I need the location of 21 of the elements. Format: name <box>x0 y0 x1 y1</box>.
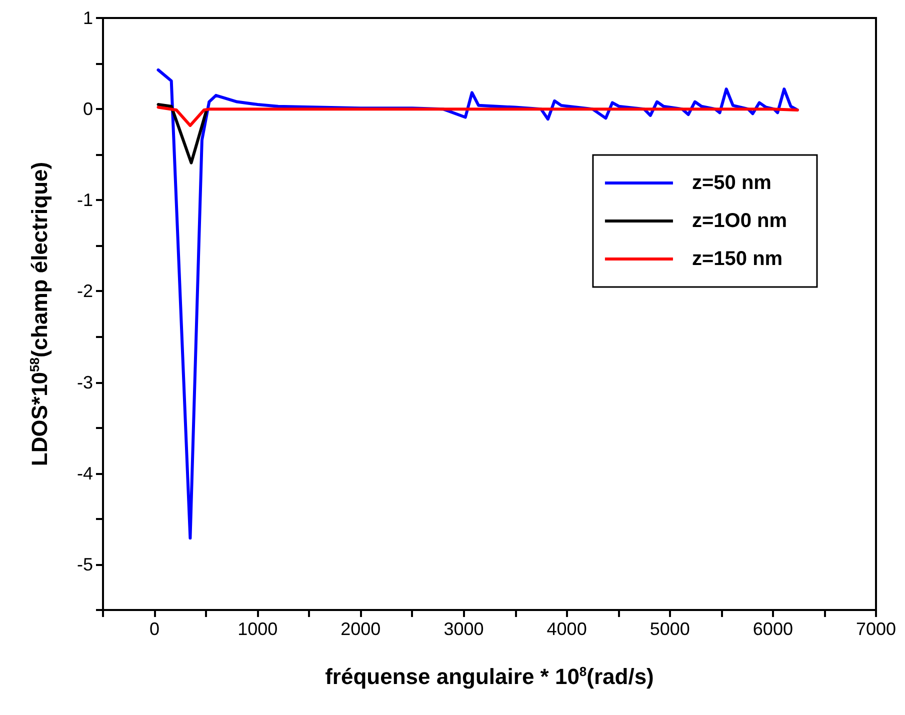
y-tick-label: -4 <box>76 463 93 484</box>
x-tick-label: 0 <box>150 619 160 639</box>
legend-label: z=50 nm <box>692 172 772 194</box>
x-tick-label: 3000 <box>444 619 484 639</box>
y-tick-label: 1 <box>82 8 93 28</box>
x-tick-label: 4000 <box>546 619 587 639</box>
y-axis-title: LDOS*1058(champ électrique) <box>27 162 52 466</box>
y-tick-label: -3 <box>76 372 93 392</box>
line-series <box>156 106 799 127</box>
y-tick-label: 0 <box>82 99 93 120</box>
line-series <box>156 103 208 164</box>
y-tick-label: -5 <box>76 554 93 574</box>
y-tick-label: -2 <box>76 281 93 302</box>
y-tick-label: -1 <box>76 190 93 210</box>
x-tick-label: 7000 <box>856 619 896 639</box>
x-tick-label: 6000 <box>752 619 793 639</box>
legend-label: z=150 nm <box>692 248 783 270</box>
x-tick-label: 1000 <box>238 619 278 639</box>
x-tick-label: 2000 <box>340 619 381 639</box>
x-tick-label: 5000 <box>650 619 690 639</box>
legend-label: z=1O0 nm <box>692 210 788 232</box>
